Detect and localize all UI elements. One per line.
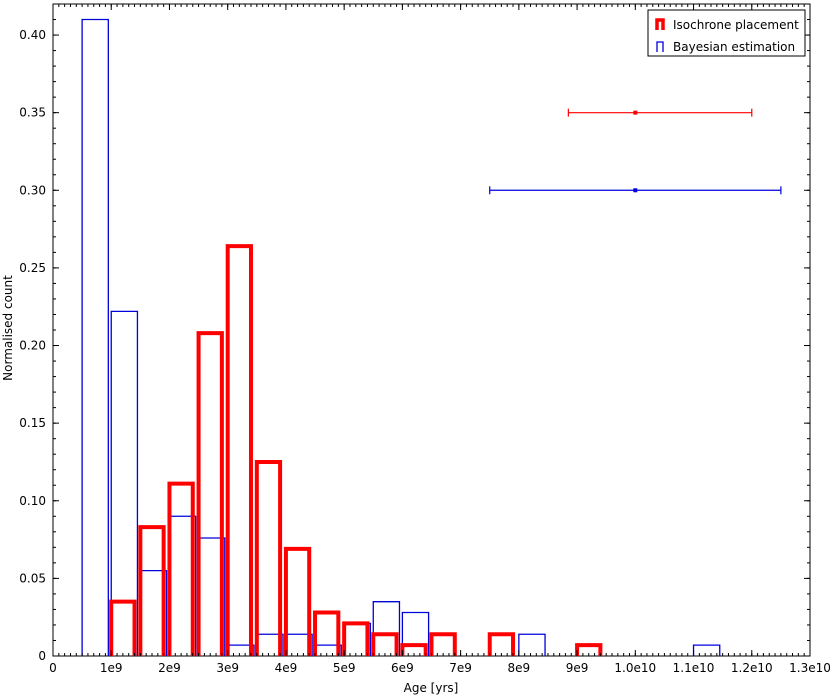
legend-swatch <box>656 41 664 52</box>
x-tick-label: 5e9 <box>333 661 356 675</box>
x-tick-label: 6e9 <box>391 661 414 675</box>
y-tick-label: 0 <box>38 649 46 663</box>
x-tick-label: 9e9 <box>566 661 589 675</box>
isochrone-bar <box>342 621 370 656</box>
x-tick-label: 4e9 <box>275 661 298 675</box>
bayesian-bar <box>401 611 430 656</box>
x-tick-label: 1.1e10 <box>673 661 715 675</box>
isochrone-bar <box>109 599 137 656</box>
x-tick-label: 7e9 <box>449 661 472 675</box>
y-tick-label: 0.25 <box>19 261 46 275</box>
errorbar-point <box>633 188 638 193</box>
plot-frame <box>52 3 811 657</box>
x-tick-label: 1.2e10 <box>731 661 773 675</box>
bayesian-bars <box>81 18 721 656</box>
y-tick-label: 0.05 <box>19 571 46 585</box>
isochrone-bar <box>313 610 341 656</box>
errorbar-point <box>633 110 638 115</box>
y-tick-label: 0.35 <box>19 106 46 120</box>
bayesian-bar <box>110 310 139 656</box>
isochrone-bar <box>196 331 224 656</box>
y-tick-label: 0.20 <box>19 339 46 353</box>
y-axis-label: Normalised count <box>1 275 15 381</box>
isochrone-bar <box>283 546 312 656</box>
bayesian-bar <box>518 633 546 656</box>
bayesian-bar <box>81 18 109 656</box>
x-tick-label: 3e9 <box>216 661 239 675</box>
isochrone-bar <box>487 632 516 656</box>
y-tick-label: 0.40 <box>19 28 46 42</box>
legend-box <box>647 9 806 57</box>
isochrone-bar <box>371 632 399 656</box>
legend-label: Isochrone placement <box>673 18 799 32</box>
errorbars <box>489 108 782 195</box>
legend-swatch <box>655 18 665 30</box>
x-axis-label: Age [yrs] <box>404 681 459 695</box>
x-tick-label: 1.3e10 <box>789 661 830 675</box>
y-tick-label: 0.15 <box>19 416 46 430</box>
bayesian-bar <box>692 644 721 656</box>
axes: 0 0.05 0.10 0.15 0.20 0.25 0.30 0.35 0.40 0 1e9 2e9… <box>19 3 830 675</box>
isochrone-bar <box>225 244 253 656</box>
x-tick-label: 1e9 <box>100 661 123 675</box>
x-tick-label: 8e9 <box>508 661 531 675</box>
isochrone-bar <box>167 481 195 656</box>
plot-area <box>52 3 811 657</box>
legend-label: Bayesian estimation <box>673 40 795 54</box>
x-tick-label: 2e9 <box>158 661 181 675</box>
legend: Isochrone placement Bayesian estimation <box>647 9 806 57</box>
y-tick-label: 0.30 <box>19 183 46 197</box>
y-tick-label: 0.10 <box>19 494 46 508</box>
isochrone-bar <box>254 459 283 656</box>
bayesian-bar <box>372 601 401 656</box>
isochrone-bars <box>109 244 603 656</box>
isochrone-bar <box>429 632 457 656</box>
isochrone-bar <box>138 525 166 656</box>
x-tick-label: 1.0e10 <box>614 661 656 675</box>
x-tick-label: 0 <box>49 661 57 675</box>
